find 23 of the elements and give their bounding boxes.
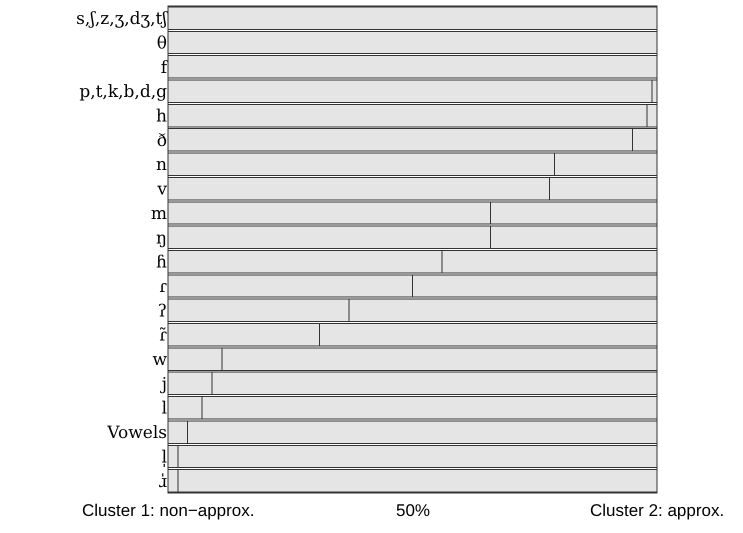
y-tick-label: l̩ bbox=[162, 447, 167, 468]
text: 50% bbox=[396, 501, 430, 520]
y-tick-label: m bbox=[150, 204, 167, 224]
y-tick-label: θ bbox=[156, 33, 167, 54]
y-tick-label: n bbox=[156, 155, 168, 176]
y-tick-label: ð bbox=[156, 130, 167, 151]
y-tick-label: ŋ bbox=[156, 228, 167, 248]
y-tick-label: v bbox=[156, 180, 168, 200]
y-tick-label: ɦ bbox=[156, 252, 168, 273]
y-tick-label: ɾ̃ bbox=[158, 326, 168, 346]
y-tick-label: j bbox=[160, 374, 167, 394]
y-tick-label: s,ʃ,z,ʒ,dʒ,tʃ bbox=[76, 9, 168, 30]
y-tick-label: h bbox=[156, 106, 168, 127]
y-tick-label: ʔ bbox=[158, 301, 167, 322]
y-tick-label: f bbox=[160, 58, 169, 78]
y-tick-label: ɹ̍ bbox=[158, 472, 168, 492]
y-tick-label: Vowels bbox=[106, 423, 167, 444]
text: Cluster 2: approx. bbox=[590, 501, 724, 520]
text: Cluster 1: non−approx. bbox=[82, 501, 254, 520]
y-tick-label: ɾ bbox=[159, 276, 168, 297]
y-tick-label: w bbox=[152, 350, 168, 370]
y-tick-label: l bbox=[162, 398, 167, 419]
y-tick-label: p,t,k,b,d,g bbox=[79, 82, 168, 102]
